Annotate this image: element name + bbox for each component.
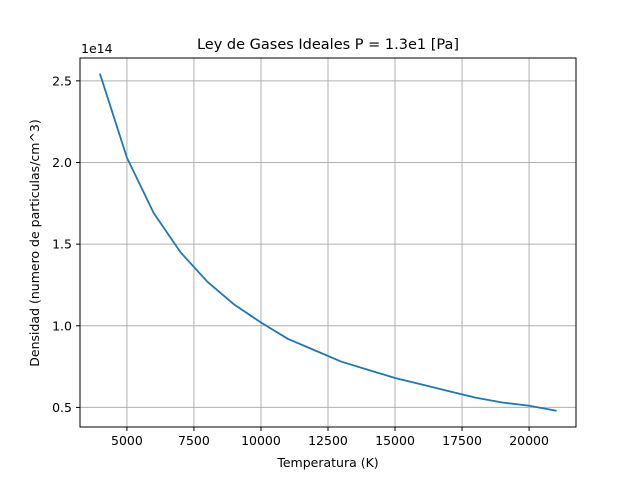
y-axis-label: Densidad (numero de particulas/cm^3) <box>27 119 42 367</box>
y-tick-label: 2.5 <box>52 73 72 88</box>
x-tick-label: 20000 <box>509 433 549 448</box>
grid-lines <box>80 58 576 427</box>
chart-title: Ley de Gases Ideales P = 1.3e1 [Pa] <box>197 37 459 53</box>
x-tick-label: 12500 <box>308 433 348 448</box>
y-axis-offset-label: 1e14 <box>81 41 113 56</box>
x-tick-label: 5000 <box>111 433 143 448</box>
series-layer <box>99 73 557 412</box>
axis-ticks: 5000 7500 10000 12500 15000 17500 20000 0.5 1.0 1… <box>52 73 549 448</box>
y-tick-label: 0.5 <box>52 400 72 415</box>
series-line <box>99 73 557 412</box>
x-tick-label: 10000 <box>241 433 281 448</box>
x-tick-label: 15000 <box>375 433 415 448</box>
x-tick-label: 17500 <box>442 433 482 448</box>
x-axis-label: Temperatura (K) <box>276 455 378 470</box>
x-tick-label: 7500 <box>178 433 210 448</box>
y-tick-label: 1.5 <box>52 237 72 252</box>
y-tick-label: 1.0 <box>52 318 72 333</box>
y-tick-label: 2.0 <box>52 155 72 170</box>
